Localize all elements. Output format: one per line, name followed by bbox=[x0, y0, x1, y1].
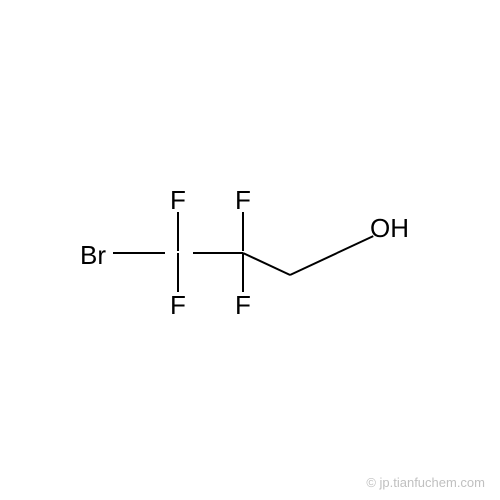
bond-c2-f4 bbox=[242, 253, 244, 292]
bond-c4-oh bbox=[337, 235, 374, 254]
bond-br-c1 bbox=[113, 252, 165, 254]
bond-c3-c4 bbox=[290, 252, 338, 276]
atom-f4: F bbox=[235, 290, 251, 321]
atom-f2: F bbox=[170, 290, 186, 321]
watermark-text: © jp.tianfuchem.com bbox=[366, 475, 485, 490]
bond-c2-c3 bbox=[243, 252, 291, 276]
bond-c2-f3 bbox=[242, 212, 244, 251]
bond-c1-c2 bbox=[193, 252, 243, 254]
atom-br: Br bbox=[80, 240, 106, 271]
atom-oh: OH bbox=[370, 213, 409, 244]
bond-c1-f2 bbox=[177, 253, 179, 292]
molecule-structure: Br F F F F OH bbox=[80, 180, 420, 330]
bond-c1-f1 bbox=[177, 212, 179, 251]
